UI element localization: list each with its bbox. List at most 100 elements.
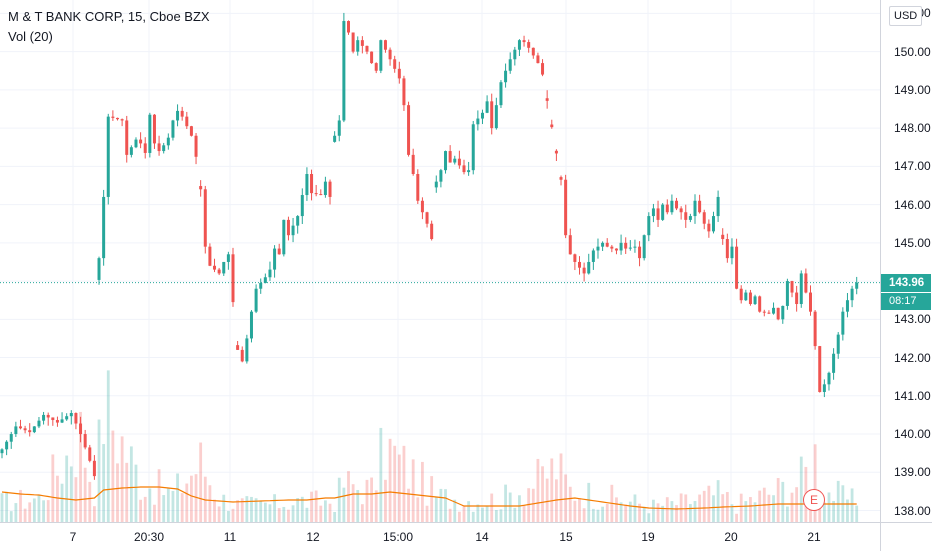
- candle: [28, 423, 32, 437]
- volume-bar: [564, 474, 568, 522]
- candle: [781, 305, 785, 324]
- candle: [785, 278, 789, 310]
- candle: [554, 149, 558, 162]
- volume-bar: [582, 508, 586, 522]
- price-axis[interactable]: 151.00150.00149.00148.00147.00146.00145.…: [880, 0, 932, 522]
- candle: [199, 180, 203, 197]
- candle-body: [226, 254, 230, 262]
- candle: [411, 148, 415, 176]
- candle: [471, 120, 475, 175]
- candle: [425, 211, 429, 228]
- volume-bar: [776, 478, 780, 522]
- volume-bar: [702, 490, 706, 522]
- candle-body: [282, 219, 286, 255]
- time-tick-label: 15: [559, 530, 573, 544]
- candle: [670, 194, 674, 215]
- volume-bar: [642, 506, 646, 522]
- candle-body: [591, 250, 595, 262]
- volume-indicator-label[interactable]: Vol (20): [8, 29, 53, 44]
- candle: [342, 12, 346, 123]
- candle: [120, 118, 124, 127]
- candle: [139, 132, 143, 149]
- candle-body: [758, 296, 762, 312]
- volume-bar: [282, 506, 286, 522]
- candle: [578, 256, 581, 275]
- candle-body: [55, 420, 59, 423]
- candle: [222, 261, 226, 276]
- candle-body: [14, 426, 18, 435]
- volume-bar: [296, 498, 300, 522]
- volume-bar: [744, 501, 748, 522]
- candle-body: [675, 200, 679, 209]
- time-tick-label: 14: [475, 530, 489, 544]
- candle-body: [208, 246, 212, 266]
- candle: [508, 52, 512, 74]
- candle-body: [333, 135, 337, 142]
- price-tick-label: 148.00: [894, 121, 931, 136]
- earnings-marker[interactable]: E: [803, 489, 825, 511]
- candle-body: [23, 428, 27, 431]
- candle-body: [827, 372, 831, 385]
- volume-bar: [781, 481, 785, 522]
- volume-bar: [679, 493, 683, 522]
- candle: [716, 190, 720, 222]
- volume-bar: [102, 444, 106, 522]
- candle-body: [111, 116, 115, 118]
- currency-button[interactable]: USD: [889, 6, 923, 26]
- candle: [845, 292, 849, 318]
- candle-body: [134, 139, 138, 148]
- price-tick-label: 141.00: [894, 388, 931, 403]
- candle-body: [818, 346, 822, 392]
- candle: [14, 421, 18, 437]
- candle: [92, 455, 96, 480]
- candle: [102, 189, 106, 266]
- candle: [383, 39, 387, 53]
- volume-bar: [453, 499, 457, 522]
- candle-body: [148, 114, 152, 153]
- price-tick-label: 150.00: [894, 44, 931, 59]
- volume-bar: [374, 490, 378, 522]
- candle-body: [383, 40, 387, 50]
- time-axis[interactable]: 7 20:30 11 12 15:00 14 15 19 20 21: [0, 522, 880, 551]
- volume-bar: [513, 507, 517, 522]
- candle-body: [564, 179, 568, 236]
- volume-bar: [42, 500, 45, 522]
- candlestick-chart[interactable]: [0, 0, 880, 522]
- bar-countdown-label: 08:17: [881, 292, 931, 310]
- candle: [564, 174, 568, 239]
- volume-bar: [601, 506, 604, 522]
- volume-bar: [430, 476, 434, 522]
- volume-bar: [250, 496, 253, 522]
- chart-pane[interactable]: [0, 0, 880, 522]
- candle: [240, 346, 244, 363]
- price-tick-label: 147.00: [894, 159, 931, 174]
- volume-bar: [23, 508, 27, 522]
- price-tick-label: 143.00: [894, 312, 931, 327]
- volume-bar: [457, 511, 461, 522]
- time-tick-label: 19: [641, 530, 655, 544]
- candle: [480, 109, 484, 125]
- volume-bar: [836, 480, 840, 522]
- volume-bar: [485, 505, 489, 522]
- candle-body: [79, 423, 83, 435]
- candle: [675, 197, 679, 211]
- volume-bar: [624, 504, 628, 522]
- volume-bar: [462, 506, 466, 522]
- candle-body: [439, 170, 443, 182]
- axis-corner: [880, 522, 932, 551]
- volume-bar: [226, 510, 230, 522]
- candle: [841, 307, 845, 341]
- volume-bar: [739, 493, 743, 522]
- volume-bar: [850, 488, 854, 522]
- volume-bar: [481, 507, 484, 522]
- candle: [88, 444, 92, 463]
- candle: [365, 45, 369, 55]
- volume-bar: [494, 510, 498, 522]
- symbol-title[interactable]: M & T BANK CORP, 15, Cboe BZX: [8, 9, 210, 24]
- volume-bar: [813, 444, 817, 522]
- volume-bar: [388, 438, 392, 522]
- candle: [795, 285, 799, 312]
- candle: [744, 289, 748, 302]
- volume-bar: [60, 483, 64, 522]
- volume-bar: [347, 471, 350, 522]
